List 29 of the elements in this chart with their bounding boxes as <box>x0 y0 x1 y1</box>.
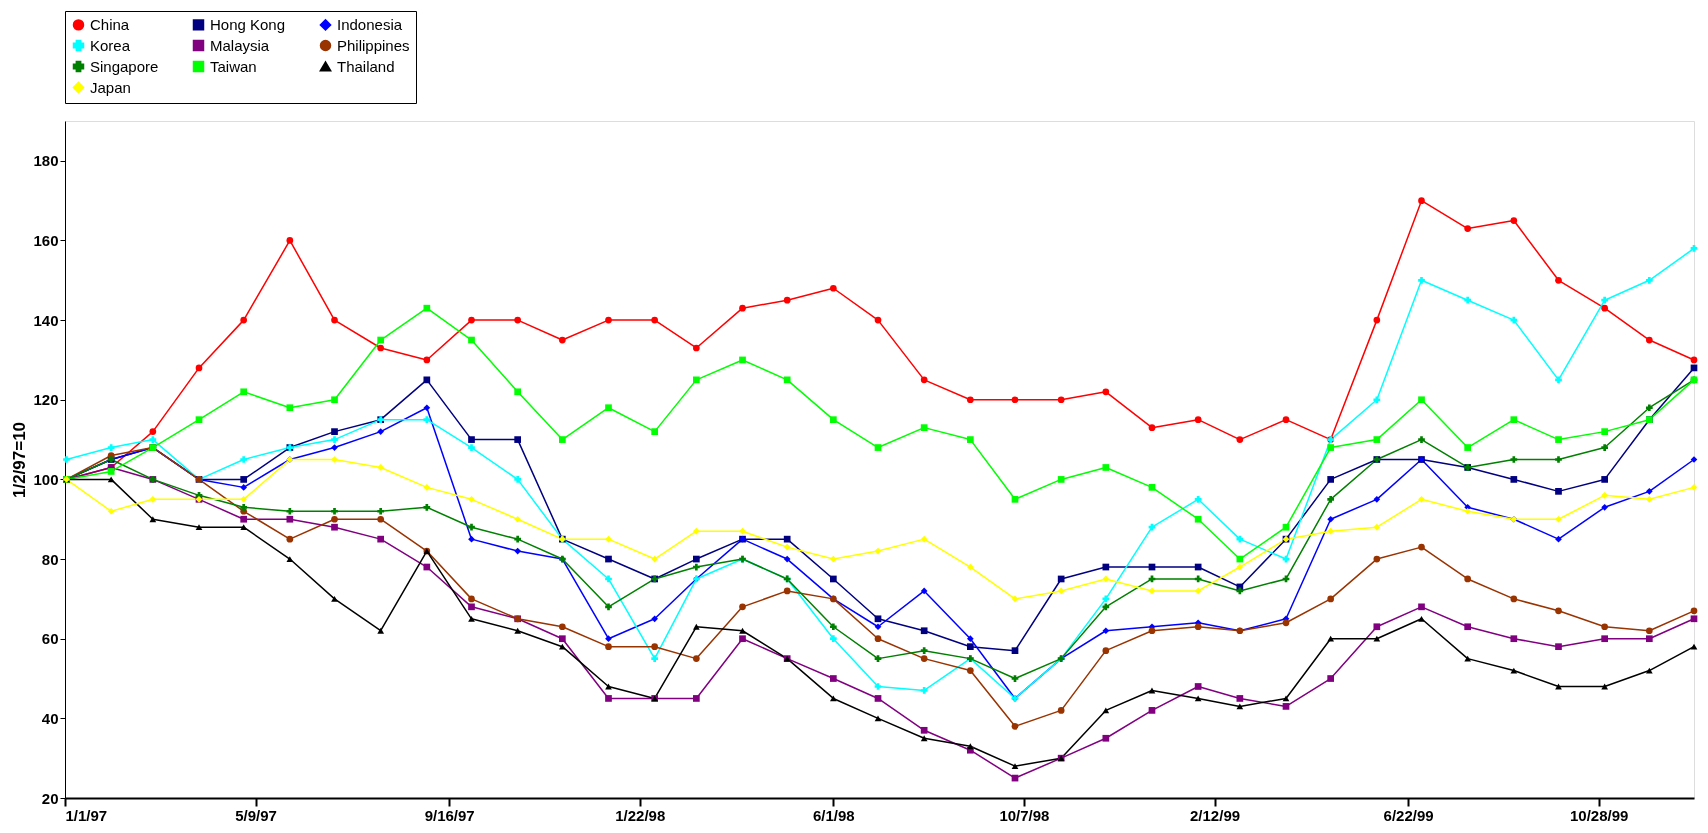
x-tick-label: 6/1/98 <box>812 806 855 824</box>
legend-label: Singapore <box>90 57 159 75</box>
legend-label: Japan <box>90 78 131 96</box>
y-tick-label: 100 <box>33 470 59 488</box>
legend-label: Hong Kong <box>210 15 286 33</box>
legend-label: Indonesia <box>337 15 403 33</box>
y-tick-label: 160 <box>33 231 59 249</box>
legend-label: Taiwan <box>210 57 257 75</box>
y-tick-label: 20 <box>41 789 59 807</box>
legend-label: Thailand <box>337 57 395 75</box>
x-tick-label: 10/28/99 <box>1570 806 1629 824</box>
y-tick-label: 120 <box>33 391 59 409</box>
legend-label: Philippines <box>337 36 410 54</box>
x-tick-label: 1/1/97 <box>65 806 108 824</box>
x-tick-label: 2/12/99 <box>1190 806 1241 824</box>
legend-label: Malaysia <box>210 36 270 54</box>
y-tick-label: 80 <box>41 550 59 568</box>
legend-label: China <box>90 15 130 33</box>
y-tick-label: 40 <box>41 709 59 727</box>
y-tick-label: 60 <box>41 630 59 648</box>
x-tick-label: 9/16/97 <box>424 806 475 824</box>
y-axis-title: 1/2/97=10 <box>10 421 30 499</box>
y-tick-label: 140 <box>33 311 59 329</box>
legend-label: Korea <box>90 36 131 54</box>
y-tick-label: 180 <box>33 152 59 170</box>
x-tick-label: 10/7/98 <box>999 806 1050 824</box>
x-tick-label: 1/22/98 <box>615 806 666 824</box>
x-tick-label: 6/22/99 <box>1383 806 1434 824</box>
x-tick-label: 5/9/97 <box>235 806 277 824</box>
